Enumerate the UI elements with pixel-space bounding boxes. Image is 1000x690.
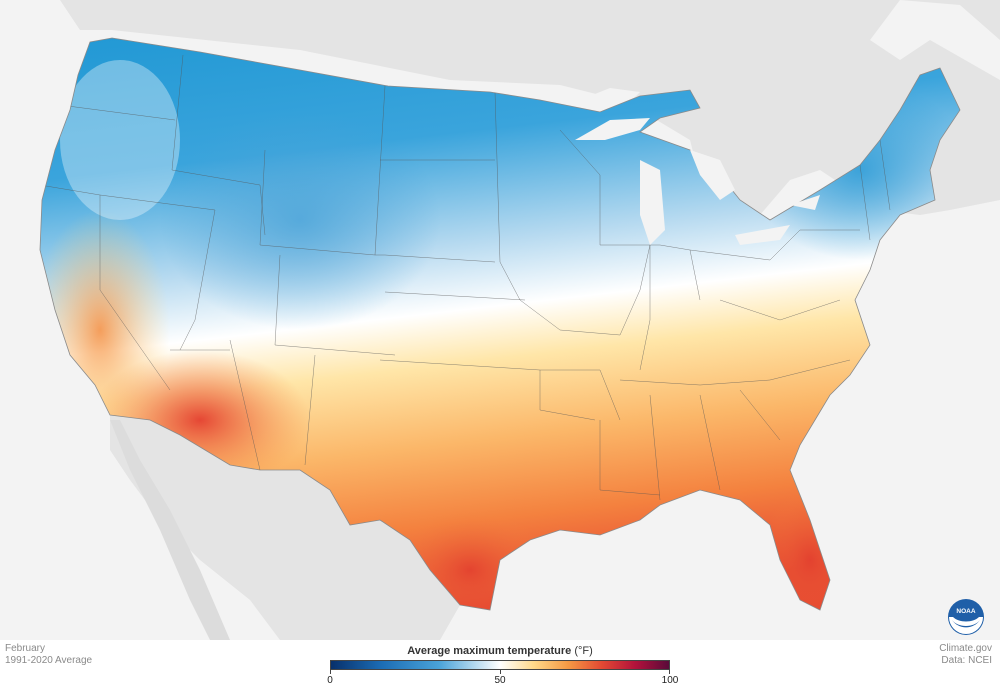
legend-tick: [500, 670, 501, 674]
legend-tick-label: 50: [494, 675, 506, 686]
period-caption: February 1991-2020 Average: [5, 643, 92, 667]
legend-title-text: Average maximum temperature: [407, 645, 572, 657]
period-month: February: [5, 643, 46, 654]
legend-tick: [330, 670, 331, 674]
great-lakes: [575, 118, 820, 245]
us-map-svg: [0, 0, 1000, 640]
legend-tick-label: 100: [661, 675, 679, 686]
legend-tick-label: 0: [327, 675, 333, 686]
legend-title: Average maximum temperature (°F): [330, 645, 670, 657]
state-borders: [40, 54, 891, 501]
period-range: 1991-2020 Average: [5, 655, 93, 666]
credit-site: Climate.gov: [939, 643, 992, 654]
temperature-map: NOAA: [0, 0, 1000, 640]
noaa-logo: NOAA: [948, 599, 984, 635]
legend-tick: [669, 670, 670, 674]
credits: Climate.gov Data: NCEI: [939, 643, 992, 667]
background-landmasses: [0, 0, 1000, 640]
footer-bar: February 1991-2020 Average Average maxim…: [0, 640, 1000, 690]
legend-color-bar: [330, 660, 670, 670]
legend-unit: (°F): [574, 645, 593, 657]
credit-data: Data: NCEI: [941, 655, 992, 666]
noaa-logo-text: NOAA: [956, 608, 975, 615]
